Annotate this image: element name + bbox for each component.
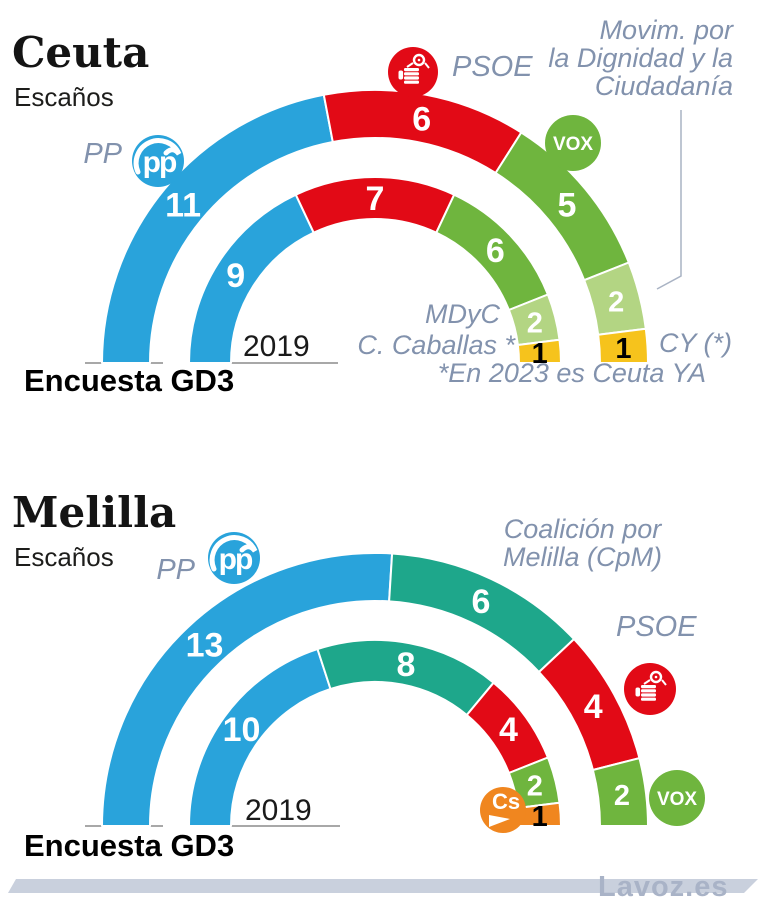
chart-title-melilla: Melilla bbox=[12, 488, 177, 537]
melilla-chart-section: 13 6 4 2 10 8 4 2 1 pp VOX Cs Melilla Escaños PP Co… bbox=[0, 460, 768, 912]
ceuta-seat-count-mdyc: 2 bbox=[608, 287, 624, 319]
ceuta-seat-count-psoe: 7 bbox=[366, 180, 385, 218]
melilla-seat-count-pp: 10 bbox=[223, 711, 261, 749]
chart-subtitle-ceuta: Escaños bbox=[14, 82, 114, 112]
ceuta-seat-count-vox: 6 bbox=[486, 232, 505, 270]
party-label-mdyc-full: Movim. por la Dignidad y la Ciudadanía bbox=[548, 15, 733, 101]
melilla-vox-logo: VOX bbox=[649, 770, 705, 826]
party-label-mdyc-short: MDyC bbox=[425, 299, 500, 329]
ceuta-psoe-logo bbox=[388, 47, 438, 97]
year-label-ceuta: 2019 bbox=[243, 330, 310, 363]
melilla-seat-count-cpm: 8 bbox=[396, 646, 415, 684]
ceuta-vox-logo: VOX bbox=[545, 115, 601, 171]
svg-text:Cs: Cs bbox=[492, 789, 520, 814]
party-label-psoe: PSOE bbox=[452, 51, 533, 83]
svg-text:pp: pp bbox=[143, 146, 177, 179]
svg-text:pp: pp bbox=[219, 543, 253, 576]
ceuta-seat-count-mdyc: 2 bbox=[527, 307, 543, 339]
melilla-psoe-logo bbox=[624, 663, 676, 715]
ceuta-pp-logo: pp bbox=[132, 135, 184, 187]
melilla-pp-logo: pp bbox=[208, 532, 260, 584]
svg-text:VOX: VOX bbox=[657, 789, 697, 810]
ceuta-chart-section: 11 6 5 2 1 9 7 6 2 1 pp VOX Ceuta Escaños PP PSOE M… bbox=[12, 15, 733, 398]
chart-subtitle-melilla: Escaños bbox=[14, 542, 114, 572]
party-label-cy: CY (*) bbox=[659, 328, 733, 358]
party-label-pp: PP bbox=[83, 138, 122, 170]
melilla-encuesta-gd3-segment-vox bbox=[591, 757, 649, 827]
ceuta-encuesta-gd3-segment-cy (*) bbox=[597, 327, 649, 364]
melilla-seat-count-psoe: 4 bbox=[499, 711, 518, 749]
footnote-ceuta: *En 2023 es Ceuta YA bbox=[437, 358, 706, 388]
party-label-pp: PP bbox=[156, 554, 195, 586]
party-label-cpm: Coalición por Melilla (CpM) bbox=[502, 514, 662, 572]
ceuta-seat-count-vox: 5 bbox=[557, 187, 576, 225]
ceuta-2019-segment-c. caballas bbox=[516, 338, 562, 364]
melilla-cs-logo: Cs bbox=[480, 787, 526, 833]
svg-text:VOX: VOX bbox=[553, 134, 593, 155]
source-label-ceuta: Encuesta GD3 bbox=[24, 363, 235, 398]
ceuta-seat-count-c. caballas: 1 bbox=[532, 338, 548, 370]
melilla-seat-count-vox: 2 bbox=[527, 770, 543, 802]
melilla-seat-count-psoe: 4 bbox=[584, 688, 603, 726]
watermark-bar bbox=[8, 879, 758, 893]
chart-title-ceuta: Ceuta bbox=[12, 28, 150, 77]
watermark-text: Lavoz.es bbox=[598, 871, 729, 903]
ceuta-seat-count-pp: 9 bbox=[226, 257, 245, 295]
ceuta-seat-count-psoe: 6 bbox=[412, 101, 431, 139]
party-label-caballas: C. Caballas * bbox=[357, 330, 515, 360]
movim-leader-line bbox=[656, 110, 682, 290]
melilla-seat-count-pp: 13 bbox=[186, 627, 224, 665]
ceuta-seat-count-cy (*): 1 bbox=[615, 333, 631, 365]
melilla-seat-count-vox: 2 bbox=[614, 780, 630, 812]
melilla-seat-count-cpm: 6 bbox=[472, 583, 491, 621]
year-label-melilla: 2019 bbox=[245, 794, 312, 827]
source-label-melilla: Encuesta GD3 bbox=[24, 828, 235, 863]
party-label-psoe: PSOE bbox=[616, 611, 697, 643]
melilla-seat-count-cs: 1 bbox=[532, 801, 548, 833]
ceuta-seat-count-pp: 11 bbox=[165, 187, 201, 225]
